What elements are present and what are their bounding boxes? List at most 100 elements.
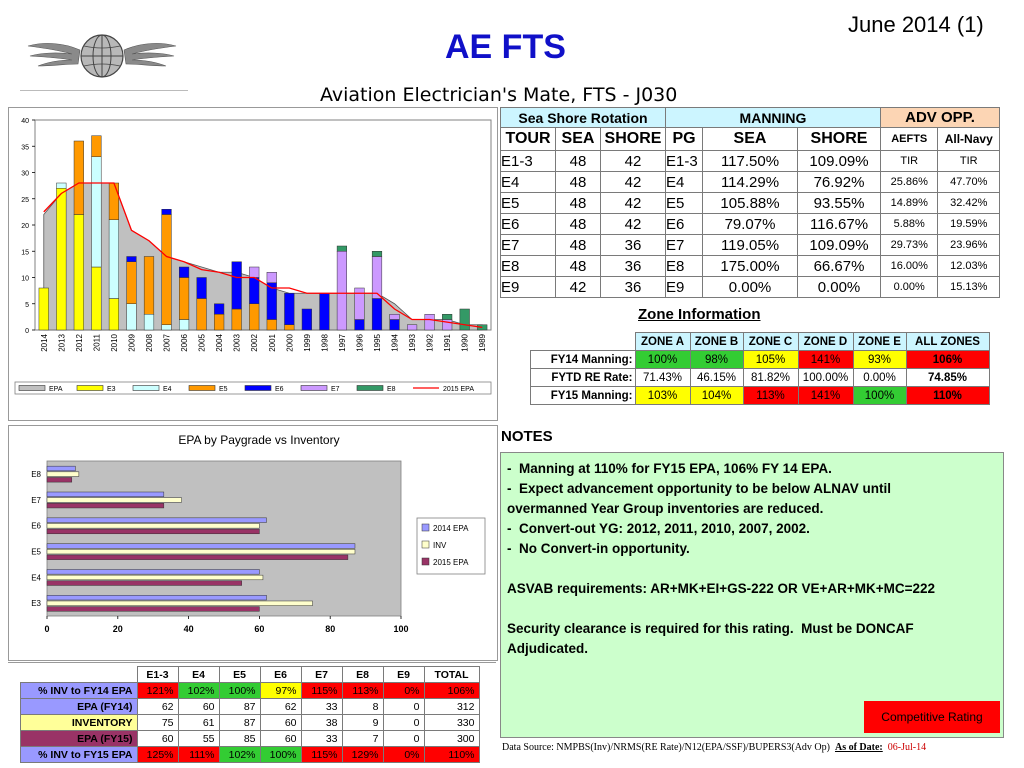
chart1-bar-e4 [56, 182, 67, 189]
chart2-xtick-label: 80 [325, 624, 335, 634]
zone-cell: 113% [742, 386, 799, 405]
chart1-legend-label: E5 [219, 386, 228, 393]
rotation-cell-m_shore: 0.00% [797, 276, 881, 298]
rotation-cell-m_sea: 105.88% [702, 192, 798, 214]
rotation-cell-m_sea: 175.00% [702, 255, 798, 277]
chart1-ytick-label: 0 [25, 328, 29, 335]
note-line: - Manning at 110% for FY15 EPA, 106% FY … [507, 461, 832, 476]
chart1-bar-e6 [179, 266, 190, 278]
zone-row-label: FY14 Manning: [530, 350, 636, 369]
chart1-bar-e8 [442, 314, 453, 320]
note-line [501, 559, 1003, 579]
inventory-cell: 100% [218, 682, 261, 699]
chart1-legend-label: EPA [49, 386, 63, 393]
chart2-bar-2015-epa [46, 528, 260, 535]
inventory-cell: 102% [218, 746, 261, 763]
inventory-cell: 330 [423, 714, 480, 731]
zone-row: FY14 Manning: 100% 98% 105% 141% 93% 106% [530, 350, 990, 369]
chart1-bar-e5 [196, 298, 207, 331]
chart1-legend-label: E3 [107, 386, 116, 393]
all-zones-header: ALL ZONES [905, 332, 990, 351]
rotation-row: E9 42 36 E9 0.00% 0.00% 0.00% 15.13% [500, 276, 1000, 298]
rotation-cell-shore: 36 [600, 276, 666, 298]
chart1-legend-label: E8 [387, 386, 396, 393]
chart1-bar-e4 [108, 219, 119, 299]
inventory-cell: 100% [259, 746, 302, 763]
chart1-xtick-label: 1992 [426, 333, 435, 351]
inventory-cell: 60 [259, 714, 302, 731]
col-manning-shore: SHORE [797, 127, 881, 151]
rotation-cell-allnavy: 12.03% [937, 255, 1000, 277]
manning-header: MANNING [665, 107, 881, 128]
inventory-cell: 0 [382, 730, 425, 747]
chart1-bar-e3 [56, 188, 67, 331]
inventory-row-label: % INV to FY14 EPA [20, 682, 138, 699]
chart1-legend-swatch [244, 385, 272, 391]
page-subtitle: Aviation Electrician's Mate, FTS - J030 [320, 84, 678, 106]
rotation-cell-m_shore: 109.09% [797, 150, 881, 172]
rotation-cell-allnavy: 47.70% [937, 171, 1000, 193]
chart1-bar-e7 [407, 324, 418, 331]
inventory-col-header: E9 [382, 666, 425, 683]
zone-info-table: ZONE A ZONE B ZONE C ZONE D ZONE E ALL Z… [530, 332, 990, 405]
inventory-rows: E1-3 E4 E5 E6 E7 E8 E9 TOTAL% INV to FY14 EPA 12… [20, 666, 480, 763]
chart1-ytick-label: 15 [21, 249, 29, 256]
chart1-bar-e6 [214, 303, 225, 315]
note-line: - Expect advancement opportunity to be b… [507, 481, 892, 496]
zone-corner [531, 333, 636, 351]
chart2-bar-inv [46, 549, 356, 555]
chart1-bar-e6 [389, 319, 400, 331]
inventory-row-label: % INV to FY15 EPA [20, 746, 138, 763]
inventory-col-header: E1-3 [136, 666, 179, 683]
rotation-cell-m_shore: 76.92% [797, 171, 881, 193]
chart1-legend-label: E7 [331, 386, 340, 393]
rotation-cell-pg: E5 [665, 192, 703, 214]
chart1-xtick-label: 2013 [57, 333, 66, 351]
col-tour: TOUR [500, 127, 556, 151]
header-rule [20, 90, 188, 91]
inventory-cell: 115% [300, 682, 343, 699]
zone-cell: 98% [689, 350, 744, 369]
inventory-row: % INV to FY15 EPA 125% 111% 102% 100% 115% 129… [20, 746, 480, 763]
chart1-legend: EPA E3 E4 E5 E6 E7 E8 2015 EPA [14, 381, 492, 395]
chart1-xtick-label: 2003 [233, 333, 242, 351]
chart1-xtick-label: 2011 [92, 333, 101, 351]
chart2-bar-inv [46, 471, 80, 477]
rotation-cell-m_shore: 116.67% [797, 213, 881, 235]
rotation-cell-aefts: 29.73% [879, 234, 939, 256]
zone-cell: 71.43% [634, 368, 691, 387]
zone-cell: 105% [742, 350, 799, 369]
rotation-cell-sea: 48 [555, 213, 601, 235]
competitive-rating-button[interactable]: Competitive Rating [864, 701, 1000, 733]
zone-rows: FY14 Manning: 100% 98% 105% 141% 93% 106% FYTD … [530, 350, 990, 405]
chart1-bar-e7 [371, 256, 383, 299]
rotation-cell-aefts: 14.89% [879, 192, 939, 214]
chart1-bar-e5 [214, 314, 225, 331]
zone-cell: 0.00% [852, 368, 907, 387]
chart2-bar-2015-epa [46, 606, 260, 612]
inventory-cell: 38 [300, 714, 343, 731]
inventory-cell: 106% [423, 682, 480, 699]
zone-row: FY15 Manning: 103% 104% 113% 141% 100% 110% [530, 386, 990, 405]
chart2-bar-2014-epa [46, 491, 165, 497]
notes-lines: - Manning at 110% for FY15 EPA, 106% FY … [501, 453, 1003, 659]
inventory-cell: 0% [382, 746, 425, 763]
chart1-bar-e6 [249, 277, 260, 304]
chart1-legend-label: E4 [163, 386, 172, 393]
zone-d-header: ZONE D [797, 332, 854, 351]
chart1-xtick-label: 2009 [127, 333, 136, 351]
zone-cell: 141% [797, 386, 854, 405]
zone-cell: 103% [634, 386, 691, 405]
inventory-cell: 312 [423, 698, 480, 715]
chart2-category-label: E3 [31, 599, 41, 608]
inventory-header-row: E1-3 E4 E5 E6 E7 E8 E9 TOTAL [21, 666, 480, 683]
note-line: Security clearance is required for this … [507, 621, 914, 636]
inventory-cell: 113% [341, 682, 384, 699]
inventory-cell: 115% [300, 746, 343, 763]
inventory-cell: 55 [177, 730, 220, 747]
chart1-xtick-label: 2005 [198, 333, 207, 351]
rotation-cell-shore: 42 [600, 213, 666, 235]
chart1-ytick-label: 35 [21, 144, 29, 151]
chart1-bar-e3 [38, 287, 49, 331]
zone-row-label: FYTD RE Rate: [530, 368, 636, 387]
